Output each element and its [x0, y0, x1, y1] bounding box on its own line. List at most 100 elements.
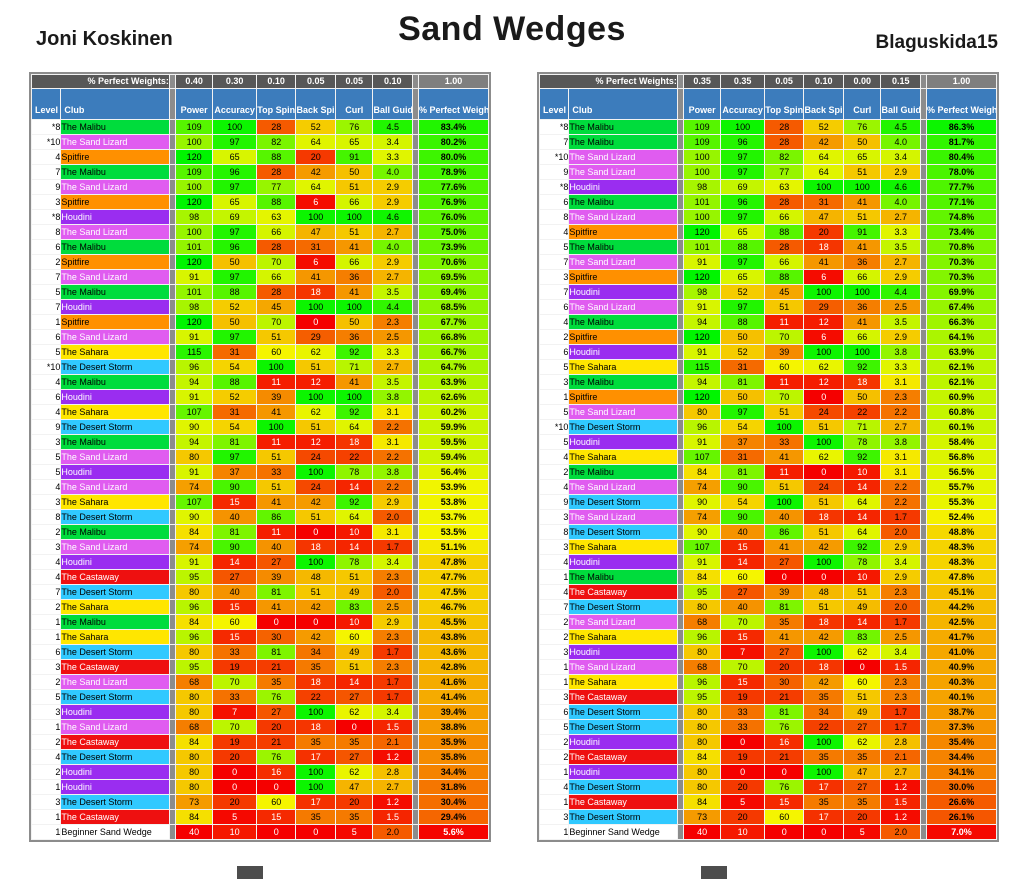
- weighted-cell: 35.9%: [419, 735, 488, 749]
- power-cell: 94: [683, 315, 721, 329]
- ball-guide-cell: 4.5: [881, 120, 920, 134]
- top-spin-cell: 27: [764, 645, 804, 659]
- power-cell: 84: [683, 570, 721, 584]
- ball-guide-cell: 4.0: [881, 135, 920, 149]
- accuracy-cell: 96: [213, 165, 256, 179]
- level-cell: 9: [540, 495, 569, 509]
- column-gap: [412, 330, 419, 344]
- level-cell: 2: [32, 765, 61, 779]
- club-row: 3 The Sand Lizard 74 90 40 18 14 1.7 52.4%: [540, 510, 996, 524]
- accuracy-cell: 19: [721, 690, 764, 704]
- top-spin-cell: 100: [764, 420, 804, 434]
- club-row: 3 The Castaway 95 19 21 35 51 2.3 42.8%: [32, 660, 488, 674]
- power-cell: 84: [175, 615, 213, 629]
- level-cell: 1: [540, 675, 569, 689]
- curl-cell: 36: [843, 255, 881, 269]
- power-cell: 80: [175, 690, 213, 704]
- weighted-cell: 73.4%: [927, 225, 996, 239]
- club-cell: The Desert Storm: [569, 720, 677, 734]
- level-cell: 3: [32, 795, 61, 809]
- stats-panel-left: % Perfect Weights: 0.40 0.30 0.10 0.05 0.05 0.…: [29, 72, 491, 842]
- top-spin-cell: 76: [764, 780, 804, 794]
- accuracy-cell: 81: [721, 375, 764, 389]
- column-gap: [677, 195, 683, 209]
- curl-cell: 66: [843, 270, 881, 284]
- ball-guide-cell: 2.5: [881, 300, 920, 314]
- power-cell: 100: [683, 165, 721, 179]
- weighted-cell: 81.7%: [927, 135, 996, 149]
- curl-cell: 27: [843, 780, 881, 794]
- curl-cell: 76: [843, 120, 881, 134]
- column-gap: [412, 89, 419, 119]
- weighted-cell: 63.9%: [419, 375, 488, 389]
- ball-guide-cell: 2.3: [881, 690, 920, 704]
- club-row: 3 Houdini 80 7 27 100 62 3.4 41.0%: [540, 645, 996, 659]
- club-cell: The Sand Lizard: [61, 450, 169, 464]
- club-cell: The Sahara: [569, 360, 677, 374]
- player-name-left: Joni Koskinen: [36, 28, 173, 50]
- column-gap: [169, 765, 175, 779]
- back-spin-cell: 100: [296, 555, 335, 569]
- sheet-tab-left[interactable]: [237, 866, 263, 879]
- accuracy-cell: 19: [721, 750, 764, 764]
- accuracy-cell: 54: [213, 420, 256, 434]
- column-gap: [169, 345, 175, 359]
- level-cell: 2: [32, 735, 61, 749]
- accuracy-cell: 20: [213, 750, 256, 764]
- club-row: 2 The Castaway 84 19 21 35 35 2.1 35.9%: [32, 735, 488, 749]
- level-cell: *10: [32, 135, 61, 149]
- power-cell: 96: [175, 630, 213, 644]
- top-spin-cell: 21: [256, 735, 296, 749]
- club-cell: The Sahara: [569, 540, 677, 554]
- level-cell: 2: [540, 615, 569, 629]
- curl-cell: 92: [335, 495, 373, 509]
- column-gap: [677, 315, 683, 329]
- column-gap: [677, 630, 683, 644]
- club-cell: The Malibu: [61, 165, 169, 179]
- club-row: 6 The Sand Lizard 91 97 51 29 36 2.5 66.8%: [32, 330, 488, 344]
- weight-value: 0.10: [804, 75, 843, 88]
- top-spin-cell: 15: [256, 810, 296, 824]
- accuracy-cell: 31: [213, 405, 256, 419]
- power-cell: 80: [175, 585, 213, 599]
- accuracy-cell: 52: [721, 345, 764, 359]
- accuracy-cell: 19: [213, 735, 256, 749]
- ball-guide-cell: 2.7: [373, 270, 412, 284]
- curl-cell: 60: [843, 675, 881, 689]
- weighted-cell: 53.7%: [419, 510, 488, 524]
- top-spin-cell: 0: [764, 570, 804, 584]
- column-gap: [920, 810, 927, 824]
- power-cell: 96: [175, 600, 213, 614]
- column-gap: [920, 780, 927, 794]
- ball-guide-cell: 3.4: [373, 705, 412, 719]
- level-cell: 4: [540, 480, 569, 494]
- curl-cell: 5: [843, 825, 881, 839]
- accuracy-cell: 33: [721, 720, 764, 734]
- level-cell: 7: [32, 270, 61, 284]
- level-cell: 6: [540, 345, 569, 359]
- club-cell: Houdini: [569, 645, 677, 659]
- column-gap: [169, 120, 175, 134]
- column-gap: [169, 630, 175, 644]
- weighted-cell: 73.9%: [419, 240, 488, 254]
- club-cell: The Sand Lizard: [569, 255, 677, 269]
- column-gap: [169, 75, 175, 88]
- weights-row: % Perfect Weights: 0.35 0.35 0.05 0.10 0.00 0.…: [540, 75, 996, 88]
- curl-cell: 100: [335, 300, 373, 314]
- level-cell: 6: [32, 390, 61, 404]
- club-row: 3 The Desert Storm 73 20 60 17 20 1.2 30.4%: [32, 795, 488, 809]
- back-spin-cell: 100: [804, 285, 843, 299]
- accuracy-cell: 50: [721, 330, 764, 344]
- ball-guide-cell: 2.3: [881, 675, 920, 689]
- ball-guide-cell: 3.5: [373, 285, 412, 299]
- club-row: 4 The Malibu 94 88 11 12 41 3.5 63.9%: [32, 375, 488, 389]
- level-cell: 7: [32, 165, 61, 179]
- column-gap: [169, 585, 175, 599]
- column-gap: [169, 510, 175, 524]
- club-cell: The Sand Lizard: [61, 135, 169, 149]
- sheet-tab-right[interactable]: [701, 866, 727, 879]
- power-cell: 107: [175, 405, 213, 419]
- level-cell: 3: [540, 540, 569, 554]
- back-spin-cell: 47: [296, 225, 335, 239]
- ball-guide-cell: 2.3: [373, 315, 412, 329]
